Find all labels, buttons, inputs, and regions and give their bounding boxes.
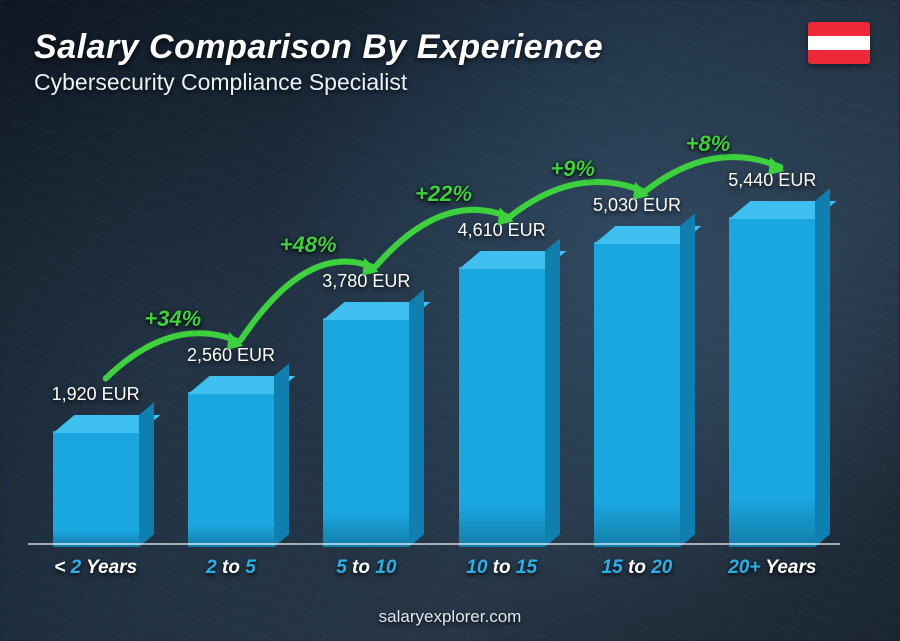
footer-attribution: salaryexplorer.com xyxy=(0,607,900,627)
chart-container: Salary Comparison By Experience Cybersec… xyxy=(0,0,900,641)
increase-arrow-icon xyxy=(0,0,900,641)
increase-percentage-label: +8% xyxy=(686,131,731,157)
